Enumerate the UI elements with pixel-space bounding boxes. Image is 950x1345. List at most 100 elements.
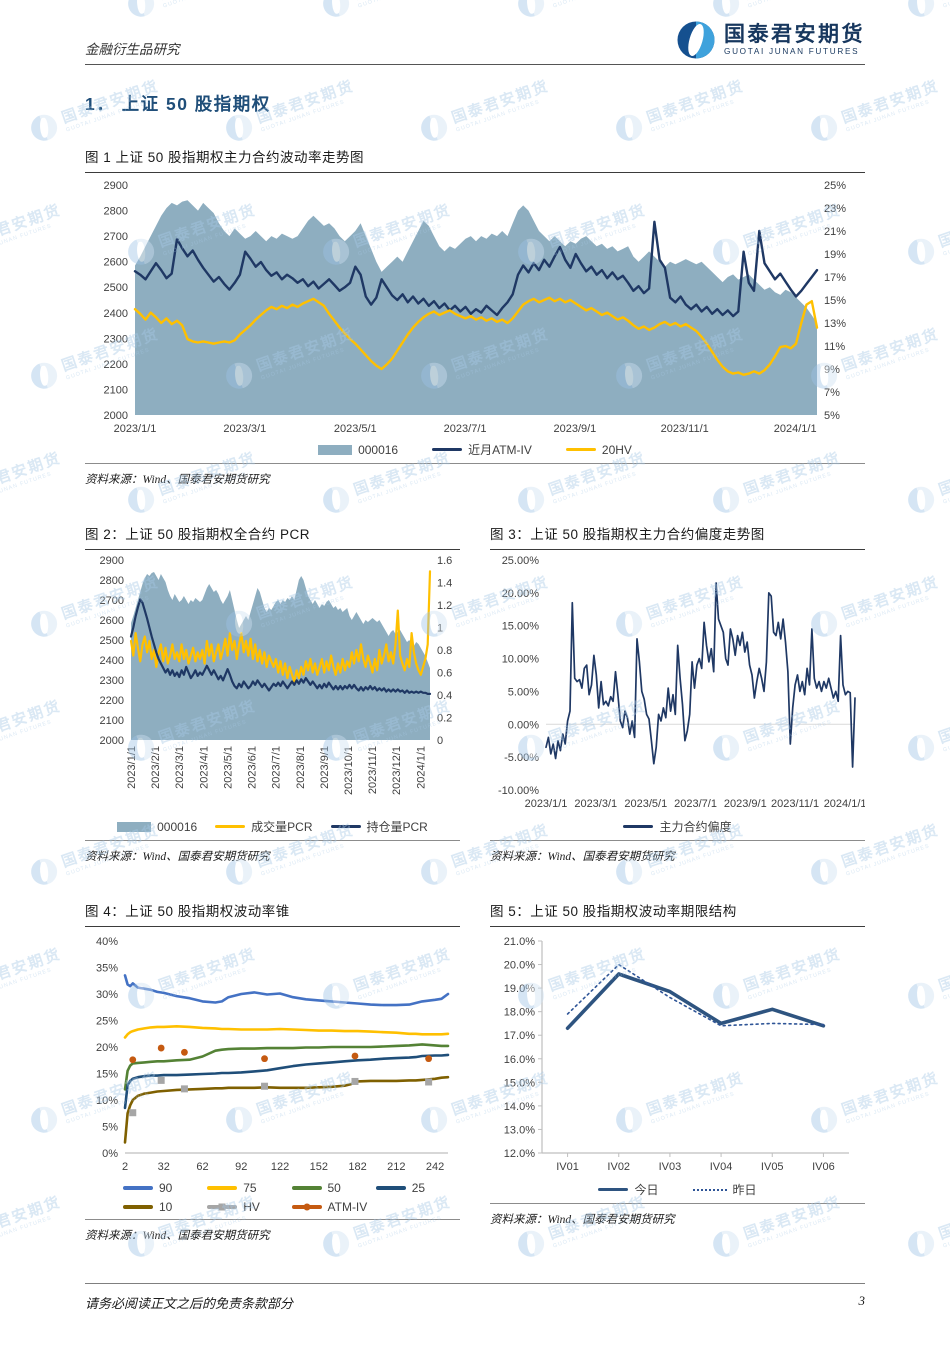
series-atm-iv (181, 1048, 188, 1056)
tick-label: 14.0% (504, 1101, 535, 1113)
legend-item-20hv: 20HV (565, 443, 632, 457)
legend-item-000016: 000016 (318, 443, 398, 457)
series- (565, 972, 826, 1030)
series-atm-iv (129, 1056, 137, 1064)
tick-label: 2800 (100, 575, 124, 587)
tick-label: 212 (387, 1161, 405, 1173)
tick-label: 25% (96, 1016, 118, 1028)
legend-label: 持仓量PCR (366, 820, 428, 834)
tick-label: 5% (824, 410, 840, 422)
series-atm-iv (261, 1055, 268, 1063)
tick-label: 1.4 (437, 578, 452, 590)
series-pcr (129, 570, 432, 683)
figure-4: 图 4：上证 50 股指期权波动率锥 40% 35% 30% 25% 20% 15% 10%… (85, 900, 460, 1243)
brand-name-en: GUOTAI JUNAN FUTURES (724, 46, 860, 56)
tick-label: 0.2 (437, 713, 452, 725)
series-20hv (133, 296, 819, 377)
tick-label: IV06 (812, 1161, 835, 1173)
legend-swatch (291, 1186, 322, 1190)
tick-label: 2023/1/1 (114, 423, 157, 435)
legend-item-25: 25 (375, 1181, 460, 1195)
tick-label: IV01 (556, 1161, 579, 1173)
tick-label: 15% (96, 1069, 118, 1081)
legend-item-: 今日 (598, 1181, 659, 1198)
tick-label: 2023/5/1 (223, 746, 235, 789)
figure-4-title: 图 4：上证 50 股指期权波动率锥 (85, 900, 460, 927)
legend-marker (303, 1203, 310, 1211)
legend-swatch (207, 1203, 238, 1211)
tick-label: 2023/5/1 (334, 423, 377, 435)
tick-label: 1.6 (437, 555, 452, 567)
legend-swatch (623, 824, 654, 829)
series-pcr (129, 598, 432, 695)
tick-label: 0.4 (437, 690, 452, 702)
legend-label: 成交量PCR (251, 820, 313, 834)
legend-label: 10 (159, 1200, 173, 1214)
series-atm-iv (133, 220, 819, 318)
tick-label: 2023/1/1 (126, 746, 138, 789)
tick-label: 13% (824, 318, 846, 330)
tick-label: 23% (824, 203, 846, 215)
tick-label: 2900 (104, 180, 128, 192)
series-atm-iv (351, 1052, 359, 1060)
tick-label: 1 (437, 623, 443, 635)
tick-label: 2023/7/1 (444, 423, 487, 435)
series-10 (123, 1075, 450, 1144)
page-header: 金融衍生品研究 国泰君安期货 GUOTAI JUNAN FUTURES (85, 20, 865, 65)
tick-label: 2700 (104, 231, 128, 243)
footer-disclaimer: 请务必阅读正文之后的免责条款部分 (85, 1296, 294, 1311)
legend-swatch (330, 824, 361, 829)
legend-label: 000016 (157, 819, 198, 834)
tick-label: 1.2 (437, 600, 452, 612)
tick-label: 2023/5/1 (624, 798, 667, 810)
tick-label: 2023/10/1 (343, 746, 355, 795)
tick-label: 2023/12/1 (391, 746, 403, 795)
tick-label: 152 (310, 1161, 328, 1173)
tick-label: 0.8 (437, 645, 452, 657)
tick-label: 2023/6/1 (246, 746, 258, 789)
tick-label: 15.00% (502, 621, 540, 633)
series-hv (425, 1078, 433, 1086)
legend-item-atm-iv: ATM-IV (291, 1200, 376, 1214)
series- (545, 582, 856, 768)
figure-3-chart: 25.00% 20.00% 15.00% 10.00% 5.00% 0.00% -5.00%… (490, 554, 865, 816)
tick-label: IV02 (607, 1161, 630, 1173)
tick-label: 15.0% (504, 1077, 535, 1089)
series- (566, 963, 825, 1027)
figures-row-3: 图 4：上证 50 股指期权波动率锥 40% 35% 30% 25% 20% 15% 10%… (85, 900, 865, 1243)
brand-text: 国泰君安期货 GUOTAI JUNAN FUTURES (724, 23, 865, 57)
tick-label: 2023/9/1 (724, 798, 767, 810)
figure-5-source: 资料来源：Wind、国泰君安期货研究 (490, 1203, 865, 1227)
tick-label: 2600 (104, 257, 128, 269)
series-50 (123, 1043, 450, 1091)
tick-label: IV05 (761, 1161, 784, 1173)
legend-label: 主力合约偏度 (659, 820, 732, 834)
series-hv (157, 1076, 165, 1084)
fig1-svg: 2900 2800 2700 2600 2500 2400 2300 2200 2100 2000… (104, 180, 847, 435)
tick-label: 5.00% (508, 686, 539, 698)
section-title: 1． 上证 50 股指期权 (85, 94, 271, 114)
legend-item-atm-iv: 近月ATM-IV (432, 441, 532, 458)
series-hv (351, 1077, 359, 1085)
figure-3-legend: 主力合约偏度 (490, 818, 865, 835)
legend-item-000016: 000016 (117, 820, 197, 834)
legend-swatch (291, 1203, 322, 1211)
tick-label: IV03 (659, 1161, 682, 1173)
tick-label: 2023/7/1 (271, 746, 283, 789)
tick-label: 2023/1/1 (525, 798, 568, 810)
legend-swatch (692, 1188, 727, 1191)
figure-3-title: 图 3：上证 50 股指期权主力合约偏度走势图 (490, 523, 865, 550)
tick-label: 25% (824, 180, 846, 192)
legend-item-: 主力合约偏度 (623, 818, 732, 835)
legend-swatch (117, 821, 152, 832)
legend-label: 近月ATM-IV (468, 443, 532, 457)
fig5-svg: 21.0% 20.0% 19.0% 18.0% 17.0% 16.0% 15.0% 14.0%… (504, 936, 849, 1173)
tick-label: 2100 (100, 715, 124, 727)
tick-label: 2024/1/1 (774, 423, 817, 435)
page-content: 金融衍生品研究 国泰君安期货 GUOTAI JUNAN FUTURES 1． 上… (85, 20, 865, 1243)
tick-label: 2400 (100, 655, 124, 667)
legend-item-90: 90 (123, 1181, 207, 1195)
tick-label: 2023/3/1 (223, 423, 266, 435)
legend-item-75: 75 (207, 1181, 291, 1195)
